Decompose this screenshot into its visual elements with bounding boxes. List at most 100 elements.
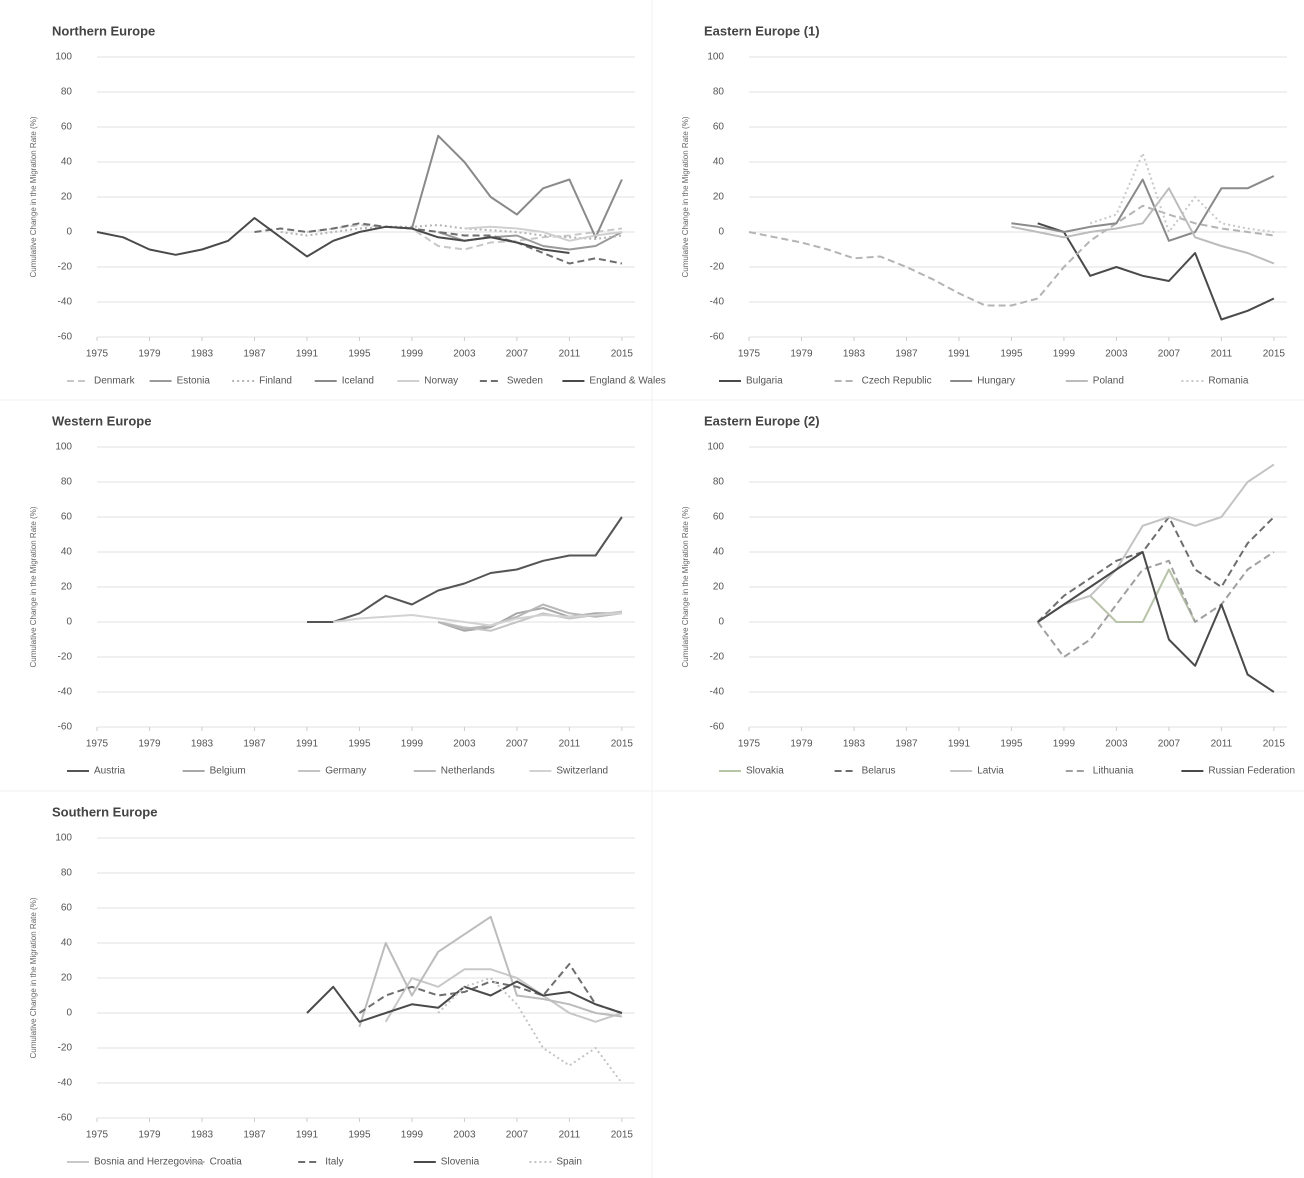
- x-tick-label: 1979: [790, 739, 813, 750]
- x-tick-label: 2011: [559, 349, 581, 360]
- series-line: [464, 225, 623, 242]
- x-tick-label: 1987: [243, 349, 266, 360]
- x-tick-label: 1983: [191, 739, 214, 750]
- x-tick-label: 1983: [191, 349, 214, 360]
- y-tick-label: 40: [61, 157, 73, 168]
- x-tick-label: 1975: [738, 739, 761, 750]
- chart-title: Eastern Europe (1): [704, 23, 820, 38]
- chart-panel: Southern Europe Cumulative Change in the …: [29, 804, 635, 1168]
- x-tick-label: 1979: [790, 349, 813, 360]
- x-tick-label: 1987: [895, 739, 918, 750]
- chart-title: Northern Europe: [52, 23, 155, 38]
- legend-label: Germany: [325, 766, 366, 777]
- legend-label: Bosnia and Herzegovina: [94, 1157, 203, 1168]
- x-tick-label: 2003: [453, 349, 476, 360]
- legend-label: Poland: [1093, 376, 1124, 387]
- y-tick-label: 0: [66, 1008, 72, 1019]
- y-tick-label: 60: [61, 122, 73, 133]
- legend-label: Bulgaria: [746, 376, 783, 387]
- legend-label: Norway: [424, 376, 458, 387]
- y-tick-label: -20: [58, 262, 73, 273]
- y-tick-label: 40: [61, 938, 73, 949]
- x-tick-label: 1995: [348, 1130, 371, 1141]
- legend-label: Czech Republic: [862, 376, 932, 387]
- chart-title: Western Europe: [52, 413, 151, 428]
- y-axis-label: Cumulative Change in the Migration Rate …: [681, 506, 690, 667]
- x-tick-label: 1991: [296, 739, 319, 750]
- x-tick-label: 2015: [611, 349, 634, 360]
- x-tick-label: 2007: [506, 349, 529, 360]
- legend-label: Russian Federation: [1208, 766, 1295, 777]
- y-tick-label: -40: [58, 687, 73, 698]
- x-tick-label: 1987: [895, 349, 918, 360]
- series-line: [358, 963, 623, 1014]
- y-tick-label: -60: [710, 722, 725, 733]
- chart-title: Southern Europe: [52, 804, 157, 819]
- y-tick-label: -40: [58, 297, 73, 308]
- y-tick-label: 80: [61, 868, 73, 879]
- legend-label: Italy: [325, 1157, 343, 1168]
- series-line: [1011, 175, 1275, 242]
- y-tick-label: 0: [718, 617, 724, 628]
- x-tick-label: 1995: [348, 349, 371, 360]
- x-tick-label: 1999: [401, 739, 424, 750]
- y-tick-label: -40: [710, 687, 725, 698]
- x-tick-label: 2007: [1158, 739, 1181, 750]
- y-tick-label: 80: [61, 477, 73, 488]
- legend-label: England & Wales: [589, 376, 665, 387]
- y-tick-label: 60: [61, 512, 73, 523]
- x-tick-label: 2003: [1105, 349, 1128, 360]
- y-tick-label: 20: [713, 582, 725, 593]
- series-line: [1089, 568, 1196, 623]
- legend-label: Spain: [556, 1157, 582, 1168]
- series-line: [384, 968, 623, 1023]
- x-tick-label: 1983: [843, 739, 866, 750]
- y-tick-label: -60: [710, 332, 725, 343]
- y-tick-label: -60: [58, 1113, 73, 1124]
- legend-label: Latvia: [977, 766, 1004, 777]
- y-axis-label: Cumulative Change in the Migration Rate …: [29, 116, 38, 277]
- legend-label: Finland: [259, 376, 292, 387]
- chart-title: Eastern Europe (2): [704, 413, 820, 428]
- x-tick-label: 1975: [738, 349, 761, 360]
- y-tick-label: 80: [713, 477, 725, 488]
- y-tick-label: 20: [61, 973, 73, 984]
- x-tick-label: 1999: [401, 1130, 424, 1141]
- y-tick-label: 100: [55, 442, 72, 453]
- x-tick-label: 1999: [401, 349, 424, 360]
- x-tick-label: 2015: [1263, 349, 1286, 360]
- chart-panel: Eastern Europe (1) Cumulative Change in t…: [681, 23, 1287, 387]
- x-tick-label: 2011: [1211, 349, 1233, 360]
- x-tick-label: 1995: [1000, 349, 1023, 360]
- series-line: [437, 977, 623, 1084]
- x-tick-label: 2007: [506, 1130, 529, 1141]
- series-line: [358, 915, 623, 1028]
- x-tick-label: 2003: [453, 1130, 476, 1141]
- x-tick-label: 2011: [559, 1130, 581, 1141]
- y-tick-label: 20: [61, 192, 73, 203]
- x-tick-label: 2015: [611, 739, 634, 750]
- x-tick-label: 2015: [611, 1130, 634, 1141]
- x-tick-label: 1991: [296, 349, 319, 360]
- y-tick-label: 0: [66, 617, 72, 628]
- series-line: [1037, 463, 1275, 623]
- y-tick-label: 60: [713, 512, 725, 523]
- y-tick-label: 40: [713, 157, 725, 168]
- y-tick-label: 100: [55, 833, 72, 844]
- y-tick-label: 60: [61, 903, 73, 914]
- legend-label: Netherlands: [441, 766, 495, 777]
- legend-label: Belgium: [210, 766, 246, 777]
- y-axis-label: Cumulative Change in the Migration Rate …: [29, 897, 38, 1058]
- legend-label: Sweden: [507, 376, 543, 387]
- y-tick-label: -20: [58, 652, 73, 663]
- x-tick-label: 1991: [948, 349, 971, 360]
- y-tick-label: 100: [55, 52, 72, 63]
- y-tick-label: -20: [710, 262, 725, 273]
- legend-label: Belarus: [862, 766, 896, 777]
- legend-label: Iceland: [342, 376, 374, 387]
- legend-label: Switzerland: [556, 766, 608, 777]
- x-tick-label: 1979: [138, 739, 161, 750]
- x-tick-label: 1995: [1000, 739, 1023, 750]
- x-tick-label: 2011: [559, 739, 581, 750]
- legend-label: Denmark: [94, 376, 136, 387]
